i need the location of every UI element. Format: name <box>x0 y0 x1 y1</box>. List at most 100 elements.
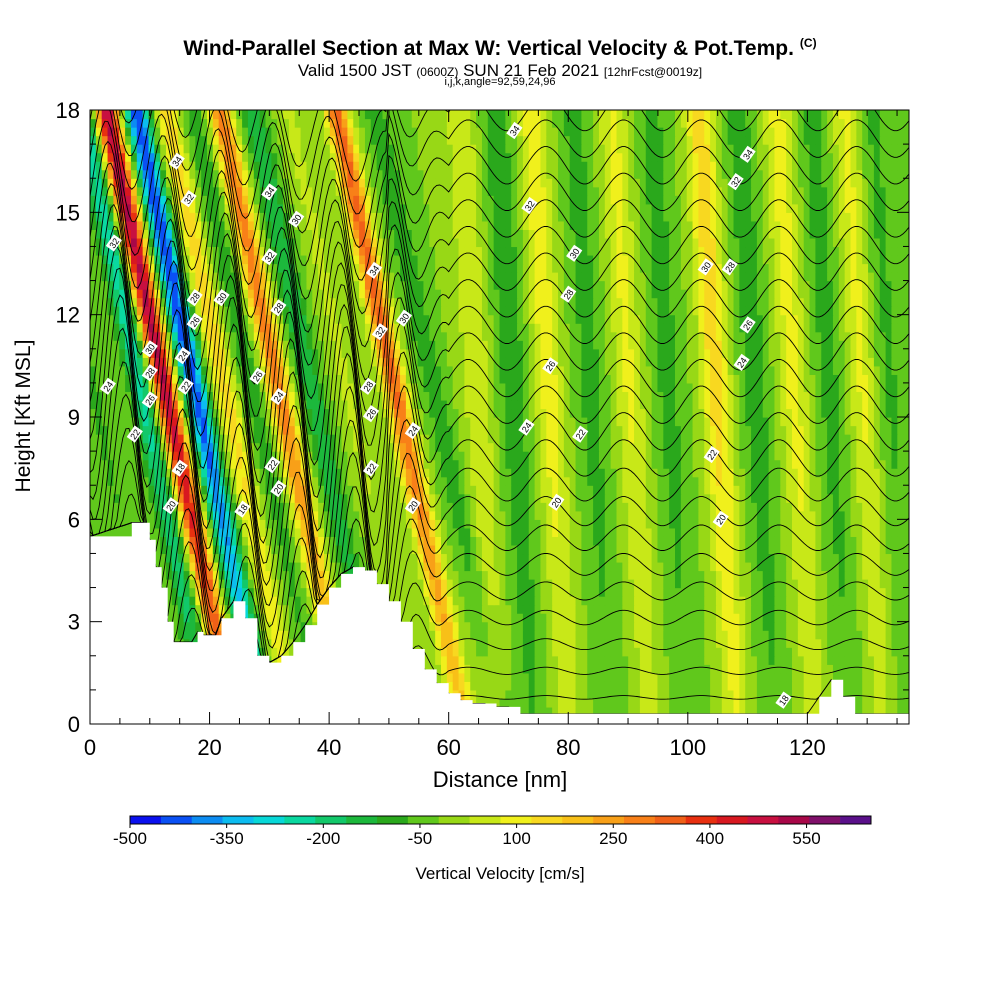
field-cell <box>329 442 337 452</box>
field-cell <box>569 664 577 674</box>
field-cell <box>604 493 612 503</box>
field-cell <box>669 544 676 555</box>
field-cell <box>780 647 787 657</box>
field-cell <box>745 647 752 657</box>
field-cell <box>616 638 623 648</box>
field-cell <box>277 459 284 469</box>
field-cell <box>563 502 571 512</box>
field-cell <box>370 536 378 546</box>
field-cell <box>721 553 729 563</box>
field-cell <box>288 451 296 461</box>
field-cell <box>639 451 647 461</box>
field-cell <box>236 519 243 529</box>
field-cell <box>873 544 881 555</box>
field-cell <box>903 664 909 674</box>
field-cell <box>230 425 237 435</box>
field-cell <box>335 519 343 529</box>
field-cell <box>528 613 536 623</box>
field-cell <box>803 587 811 597</box>
field-cell <box>698 468 705 478</box>
field-cell <box>686 621 694 631</box>
field-cell <box>680 527 688 537</box>
field-cell <box>879 638 887 648</box>
field-cell <box>821 425 828 435</box>
field-cell <box>446 476 454 486</box>
field-cell <box>423 570 430 580</box>
field-cell <box>517 664 524 674</box>
field-cell <box>797 434 805 444</box>
field-cell <box>598 485 606 495</box>
field-cell <box>751 579 758 589</box>
field-cell <box>903 425 909 435</box>
field-cell <box>675 451 682 461</box>
field-cell <box>400 417 407 427</box>
field-cell <box>429 553 436 563</box>
field-cell <box>622 604 629 614</box>
field-cell <box>639 672 647 682</box>
field-cell <box>452 425 460 435</box>
field-cell <box>265 502 272 512</box>
field-cell <box>616 698 623 708</box>
field-cell <box>786 527 793 537</box>
field-cell <box>844 647 852 657</box>
field-cell <box>903 459 909 469</box>
field-cell <box>704 468 711 478</box>
field-cell <box>540 655 547 665</box>
field-cell <box>593 604 600 614</box>
field-cell <box>739 493 746 503</box>
field-cell <box>897 621 904 631</box>
field-cell <box>370 502 378 512</box>
field-cell <box>879 689 887 700</box>
field-cell <box>493 459 501 469</box>
field-cell <box>376 468 384 478</box>
field-cell <box>160 544 167 555</box>
field-cell <box>517 417 524 427</box>
field-cell <box>522 698 530 708</box>
field-cell <box>733 527 740 537</box>
field-cell <box>622 647 629 657</box>
field-cell <box>675 434 682 444</box>
field-cell <box>856 442 863 452</box>
field-cell <box>792 664 799 674</box>
field-cell <box>405 613 413 623</box>
field-cell <box>710 655 717 665</box>
field-cell <box>499 638 506 648</box>
field-cell <box>721 630 729 640</box>
field-cell <box>224 519 231 529</box>
field-cell <box>499 425 506 435</box>
field-cell <box>452 613 460 623</box>
field-cell <box>610 681 618 691</box>
field-cell <box>470 527 477 537</box>
field-cell <box>364 519 372 529</box>
field-cell <box>394 579 401 589</box>
field-cell <box>446 672 454 682</box>
field-cell <box>628 664 635 674</box>
field-cell <box>517 681 524 691</box>
field-cell <box>850 596 857 606</box>
field-cell <box>540 502 547 512</box>
field-cell <box>546 604 553 614</box>
field-cell <box>405 434 413 444</box>
field-cell <box>903 596 909 606</box>
field-cell <box>645 621 653 631</box>
field-cell <box>359 519 366 529</box>
field-cell <box>517 519 524 529</box>
field-cell <box>821 434 828 444</box>
field-cell <box>90 485 97 495</box>
field-cell <box>598 647 606 657</box>
field-cell <box>885 681 893 691</box>
field-cell <box>154 434 161 444</box>
field-cell <box>680 425 688 435</box>
field-cell <box>821 579 828 589</box>
field-cell <box>294 579 302 589</box>
field-cell <box>663 647 670 657</box>
field-cell <box>786 647 793 657</box>
field-cell <box>575 596 582 606</box>
field-cell <box>324 442 331 452</box>
field-cell <box>686 587 694 597</box>
field-cell <box>522 544 530 555</box>
field-cell <box>160 434 167 444</box>
field-cell <box>792 698 799 708</box>
field-cell <box>247 417 255 427</box>
field-cell <box>581 681 588 691</box>
